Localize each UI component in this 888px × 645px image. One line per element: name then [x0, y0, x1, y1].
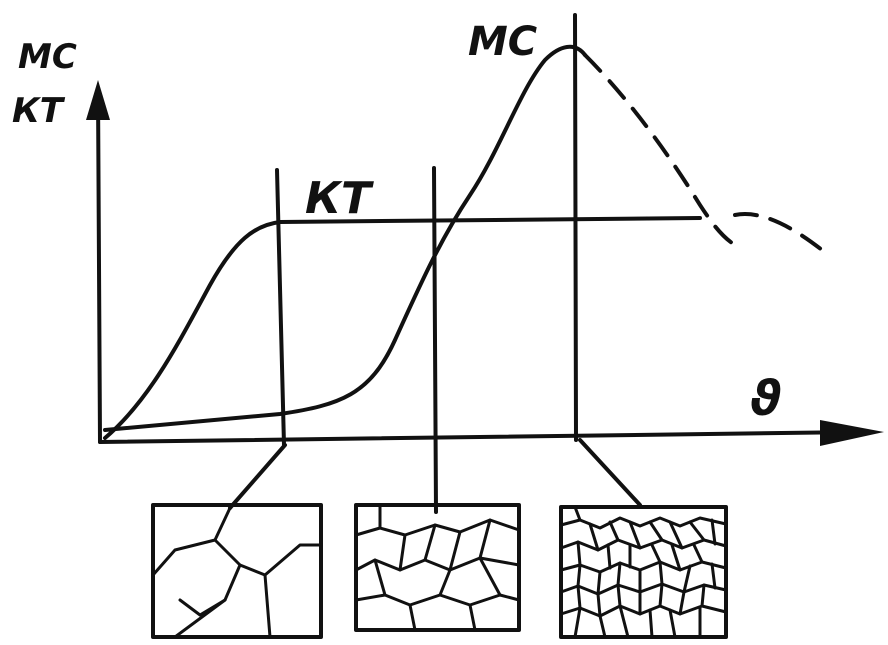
y-label: КТ	[12, 91, 66, 131]
grain-lines	[561, 507, 726, 637]
y-arrow	[86, 80, 110, 120]
grain-lines	[356, 505, 519, 630]
diagram: МС КТ КТ МС ϑ	[0, 0, 888, 645]
vertical-line	[277, 170, 284, 445]
kt-label: КТ	[305, 173, 374, 224]
connector	[230, 445, 285, 508]
mc-curve	[105, 47, 585, 430]
vertical-line	[575, 15, 576, 440]
mc-label: МС	[468, 19, 537, 65]
y-axis	[98, 90, 100, 442]
x-label: ϑ	[750, 371, 782, 427]
kt-curve-dashed	[735, 214, 822, 250]
y-label: МС	[18, 37, 77, 77]
grain-lines	[153, 508, 321, 637]
x-axis	[100, 432, 860, 442]
connector	[580, 440, 640, 505]
x-arrow	[820, 420, 884, 446]
